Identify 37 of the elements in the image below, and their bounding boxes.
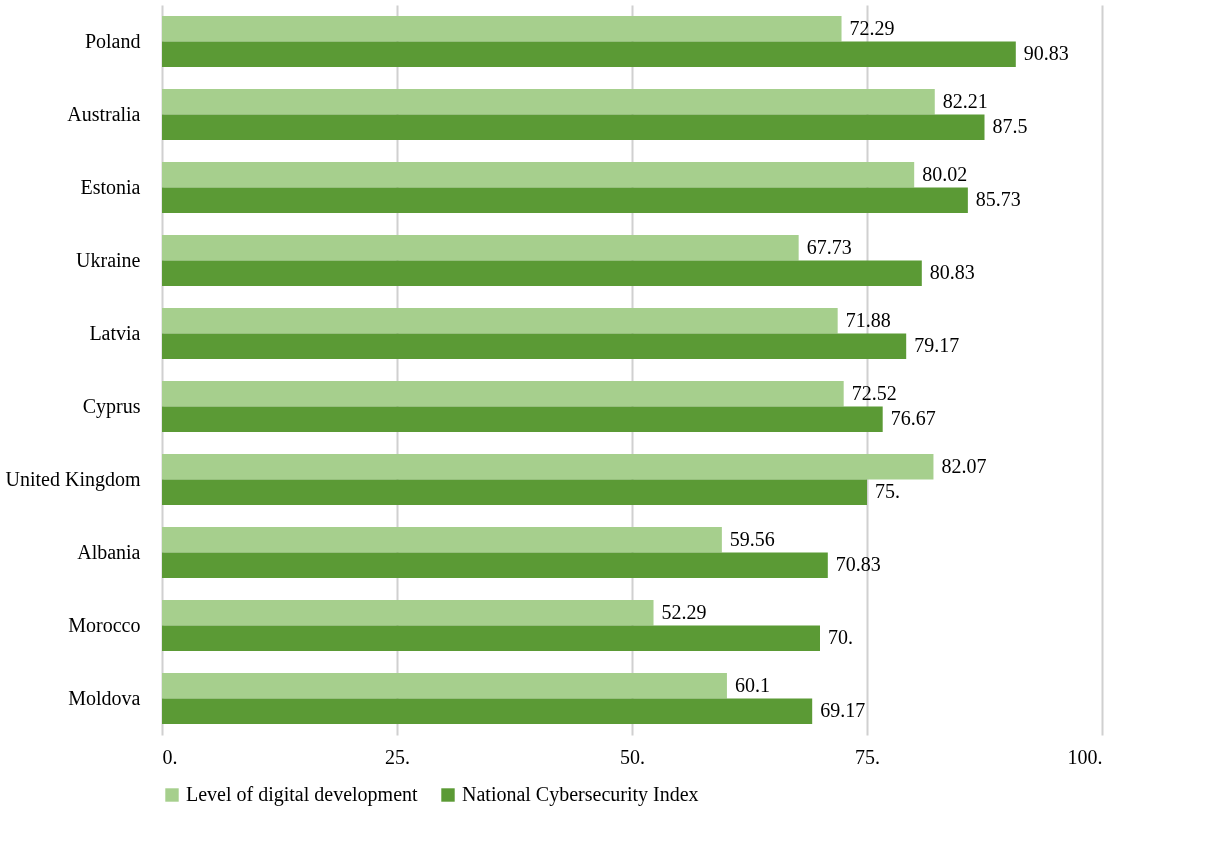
y-tick-label: Morocco	[68, 613, 141, 636]
y-tick-label: Poland	[84, 29, 141, 52]
data-label: 72.29	[849, 16, 895, 39]
y-tick-label: Moldova	[68, 686, 141, 709]
data-label: 71.88	[845, 308, 891, 331]
data-label: 70.83	[835, 553, 881, 576]
data-label: 70.	[828, 626, 853, 649]
data-label: 52.29	[661, 600, 707, 623]
y-tick-label: Cyprus	[82, 394, 141, 418]
x-tick-label: 75.	[855, 745, 880, 768]
data-label: 67.73	[806, 235, 852, 258]
data-label: 80.02	[922, 162, 968, 185]
y-tick-label: Ukraine	[76, 248, 141, 271]
y-tick-label: United Kingdom	[5, 467, 141, 491]
x-tick-label: 25.	[385, 745, 410, 768]
x-tick-label: 100.	[1067, 745, 1103, 768]
x-tick-label: 50.	[620, 745, 645, 768]
x-tick-label: 0.	[162, 745, 178, 768]
legend-label: National Cybersecurity Index	[462, 783, 699, 806]
data-label: 79.17	[914, 334, 960, 357]
data-label: 75.	[875, 480, 900, 503]
data-label: 69.17	[820, 699, 866, 722]
y-tick-label: Estonia	[80, 175, 141, 198]
data-label: 82.07	[941, 454, 987, 477]
y-tick-label: Latvia	[89, 321, 141, 344]
data-label: 85.73	[975, 188, 1021, 211]
data-label: 76.67	[890, 407, 936, 430]
data-label: 72.52	[851, 381, 897, 404]
y-tick-label: Australia	[67, 102, 141, 125]
data-label: 82.21	[942, 89, 988, 112]
data-label: 90.83	[1023, 42, 1069, 65]
data-label: 87.5	[992, 115, 1028, 138]
data-label: 60.1	[734, 673, 770, 696]
data-label: 80.83	[929, 261, 975, 284]
y-tick-label: Albania	[77, 540, 141, 563]
legend-label: Level of digital development	[186, 783, 419, 806]
data-label: 59.56	[729, 527, 775, 550]
